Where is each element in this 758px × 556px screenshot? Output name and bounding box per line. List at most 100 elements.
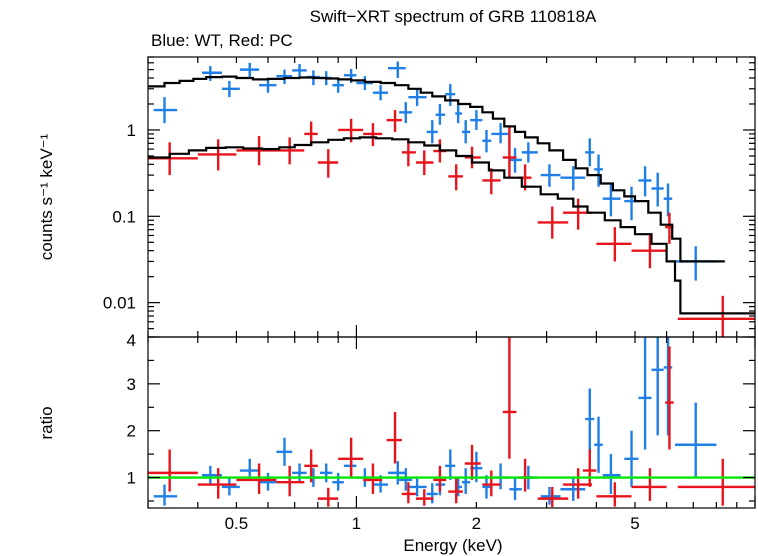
ratio-point [221, 477, 240, 496]
spectrum-point [482, 129, 492, 153]
ratio-frame [147, 336, 756, 509]
y-tick-label: 1 [127, 469, 136, 488]
y-tick-label: 3 [127, 375, 136, 394]
ratio-point [461, 468, 471, 494]
ratio-point [332, 472, 344, 491]
spectrum-series-pc [148, 110, 755, 337]
ratio-point [540, 486, 561, 505]
ratio-point [387, 461, 406, 485]
ratio-point [401, 482, 416, 504]
spectrum-point [386, 110, 402, 132]
y-tick-label: 1 [127, 121, 136, 140]
spectrum-point [276, 137, 305, 165]
spectrum-point [363, 123, 383, 147]
ratio-point [319, 463, 333, 483]
spectrum-panel: 1 0.1 0.01 counts s⁻¹ keV⁻¹ [37, 56, 756, 338]
ratio-y-label: ratio [37, 406, 56, 439]
ratio-point [482, 475, 492, 499]
ratio-point [502, 337, 517, 459]
ratio-point [317, 487, 339, 507]
spectrum-point [594, 154, 603, 187]
ratio-point [675, 402, 717, 478]
ratio-point [594, 416, 603, 473]
x-tick-label: 2 [472, 514, 481, 533]
ratio-point [153, 484, 178, 506]
spectrum-point [415, 150, 434, 176]
spectrum-point [445, 84, 456, 106]
x-tick-label: 1 [352, 514, 361, 533]
spectrum-point [401, 140, 416, 167]
x-tick-label: 5 [630, 514, 639, 533]
spectrum-point [677, 295, 755, 337]
spectrum-point [651, 172, 664, 207]
spectrum-point [521, 142, 538, 163]
spectrum-point [239, 62, 260, 78]
ratio-point [509, 477, 522, 501]
ratio-panel: 0.5 1 2 5 1 2 3 4 ratio [37, 331, 756, 533]
ratio-point [518, 458, 532, 492]
spectrum-point [585, 138, 595, 167]
ratio-point [386, 411, 402, 464]
spectrum-point [560, 166, 586, 191]
spectrum-point [356, 76, 373, 91]
ratio-point [399, 468, 413, 491]
spectrum-point [448, 164, 463, 191]
spectrum-point [624, 186, 639, 221]
spectrum-data [148, 61, 755, 337]
spectrum-series-wt [153, 61, 717, 281]
ratio-point [631, 468, 667, 501]
spectrum-point [197, 139, 237, 171]
ratio-point [663, 337, 673, 436]
spectrum-ticks: 1 0.1 0.01 [103, 56, 756, 338]
spectrum-y-label: counts s⁻¹ keV⁻¹ [37, 133, 56, 260]
ratio-point [292, 463, 307, 483]
spectrum-point [276, 69, 293, 85]
spectrum-point [292, 64, 307, 78]
spectrum-point [455, 103, 462, 124]
spectrum-point [602, 183, 621, 217]
ratio-point [537, 486, 569, 508]
ratio-point [338, 437, 364, 478]
ratio-series-wt [153, 337, 717, 506]
model-line [148, 136, 755, 315]
spectrum-point [202, 66, 222, 81]
spectrum-point [537, 206, 569, 239]
spectrum-point [540, 164, 561, 187]
spectrum-point [408, 88, 427, 106]
ratio-point [677, 458, 755, 506]
chart-subtitle: Blue: WT, Red: PC [151, 31, 293, 50]
spectrum-point [663, 183, 673, 217]
spectrum-point [153, 97, 178, 124]
spectrum-point [399, 102, 413, 124]
y-tick-label: 0.1 [112, 207, 136, 226]
y-tick-label: 0.01 [103, 294, 136, 313]
ratio-point [197, 468, 237, 499]
x-axis-label: Energy (keV) [403, 536, 502, 555]
x-tick-label: 0.5 [225, 514, 249, 533]
spectrum-point [563, 198, 593, 230]
ratio-point [276, 437, 293, 466]
spectrum-point [491, 123, 510, 144]
spectrum-point [317, 149, 339, 178]
ratio-point [445, 449, 456, 480]
spectrum-point [435, 103, 446, 125]
ratio-point [651, 337, 664, 436]
spectrum-point [372, 85, 388, 101]
chart-title: Swift−XRT spectrum of GRB 110818A [310, 7, 597, 26]
ratio-point [448, 477, 463, 504]
ratio-point [665, 346, 674, 450]
spectrum-point [596, 227, 632, 262]
spectrum-point [461, 120, 471, 144]
ratio-point [464, 444, 481, 480]
spectrum-point [426, 120, 438, 144]
ratio-series-pc [148, 337, 755, 508]
spectrum-point [509, 147, 522, 173]
ratio-point [582, 449, 597, 487]
ratio-point [585, 388, 595, 455]
spectrum-point [387, 61, 406, 78]
spectrum-point [631, 233, 667, 269]
ratio-point [638, 337, 652, 450]
ratio-point [148, 449, 198, 492]
ratio-data [148, 337, 755, 508]
